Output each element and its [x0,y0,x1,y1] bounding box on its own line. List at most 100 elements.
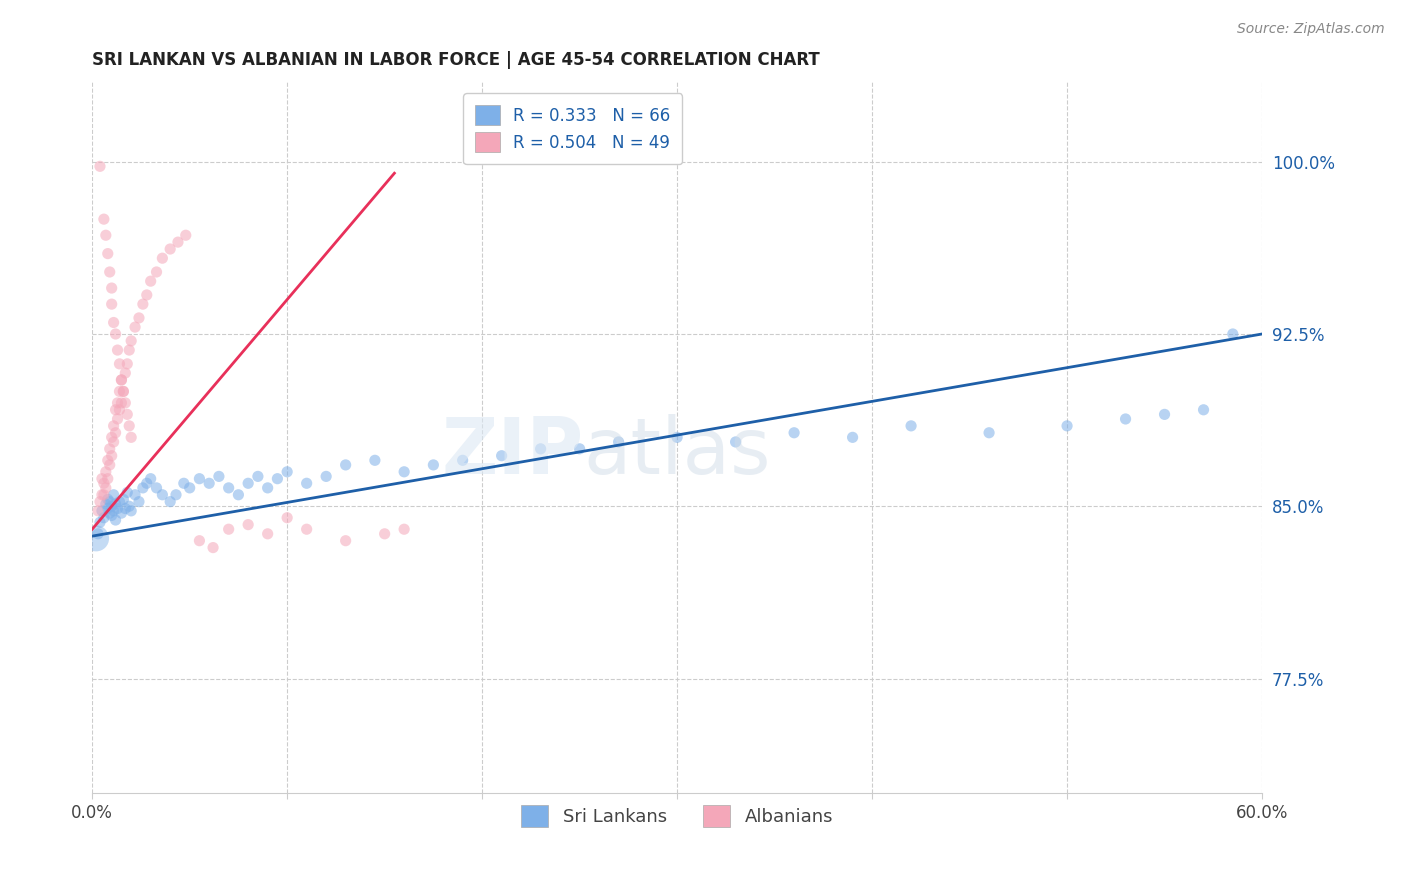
Point [120,430,142,444]
Point [135,288,157,302]
Point [159,242,181,256]
Point [451,453,474,467]
Point [94,497,117,511]
Point [90,488,112,502]
Point [159,494,181,508]
Point [104,497,127,511]
Point [392,522,415,536]
Point [110,396,132,410]
Point [188,533,211,548]
Point [167,235,190,249]
Point [93,212,115,227]
Point [276,465,298,479]
Point [94,481,117,495]
Point [114,366,136,380]
Point [104,326,127,341]
Point [100,500,122,514]
Point [90,472,112,486]
Point [87,526,110,541]
Point [108,494,131,508]
Point [117,357,139,371]
Point [110,373,132,387]
Point [103,434,125,449]
Point [150,251,173,265]
Point [87,504,110,518]
Point [98,442,121,456]
Point [100,281,122,295]
Point [256,481,278,495]
Point [202,541,225,555]
Point [93,476,115,491]
Point [90,504,112,518]
Point [374,526,396,541]
Point [392,465,415,479]
Point [218,481,240,495]
Point [364,453,387,467]
Text: atlas: atlas [583,414,770,490]
Point [135,476,157,491]
Point [841,430,863,444]
Point [104,425,127,440]
Point [145,481,167,495]
Point [128,310,150,325]
Point [315,469,337,483]
Point [530,442,553,456]
Point [100,508,122,523]
Point [108,402,131,417]
Point [89,159,111,173]
Point [218,522,240,536]
Point [139,274,162,288]
Point [104,402,127,417]
Point [295,522,318,536]
Point [150,488,173,502]
Point [607,434,630,449]
Point [1192,402,1215,417]
Point [783,425,806,440]
Point [276,510,298,524]
Point [98,265,121,279]
Point [104,513,127,527]
Point [1115,412,1137,426]
Point [97,472,120,486]
Point [236,476,259,491]
Point [188,472,211,486]
Point [236,517,259,532]
Point [491,449,513,463]
Point [118,500,141,514]
Legend: Sri Lankans, Albanians: Sri Lankans, Albanians [515,797,841,834]
Point [94,465,117,479]
Point [89,494,111,508]
Point [1153,408,1175,422]
Point [84,532,107,546]
Point [97,246,120,260]
Point [107,343,129,357]
Point [98,506,121,520]
Point [124,320,146,334]
Point [266,472,288,486]
Point [246,469,269,483]
Point [97,501,120,516]
Point [132,297,155,311]
Point [174,228,197,243]
Point [114,501,136,516]
Point [93,488,115,502]
Point [208,469,231,483]
Point [120,334,142,348]
Point [139,472,162,486]
Point [198,476,221,491]
Point [98,494,121,508]
Point [165,488,187,502]
Point [103,418,125,433]
Point [110,506,132,520]
Point [295,476,318,491]
Point [1056,418,1078,433]
Point [117,485,139,500]
Point [145,265,167,279]
Point [107,501,129,516]
Point [256,526,278,541]
Point [100,449,122,463]
Point [228,488,250,502]
Point [977,425,1000,440]
Point [117,408,139,422]
Point [108,384,131,399]
